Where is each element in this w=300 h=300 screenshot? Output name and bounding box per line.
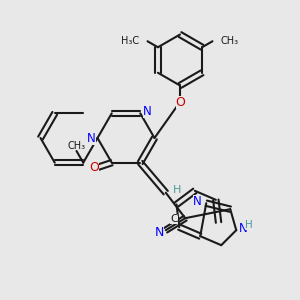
Text: N: N: [143, 105, 152, 118]
Text: H: H: [173, 185, 181, 195]
Text: O: O: [89, 161, 99, 174]
Text: N: N: [239, 222, 248, 235]
Text: C: C: [170, 214, 178, 224]
Text: N: N: [193, 195, 202, 208]
Text: O: O: [176, 95, 185, 109]
Text: CH₃: CH₃: [221, 36, 239, 46]
Text: H₃C: H₃C: [121, 36, 139, 46]
Text: H: H: [245, 220, 252, 230]
Text: CH₃: CH₃: [68, 141, 85, 151]
Text: N: N: [155, 226, 164, 239]
Text: N: N: [87, 131, 96, 145]
